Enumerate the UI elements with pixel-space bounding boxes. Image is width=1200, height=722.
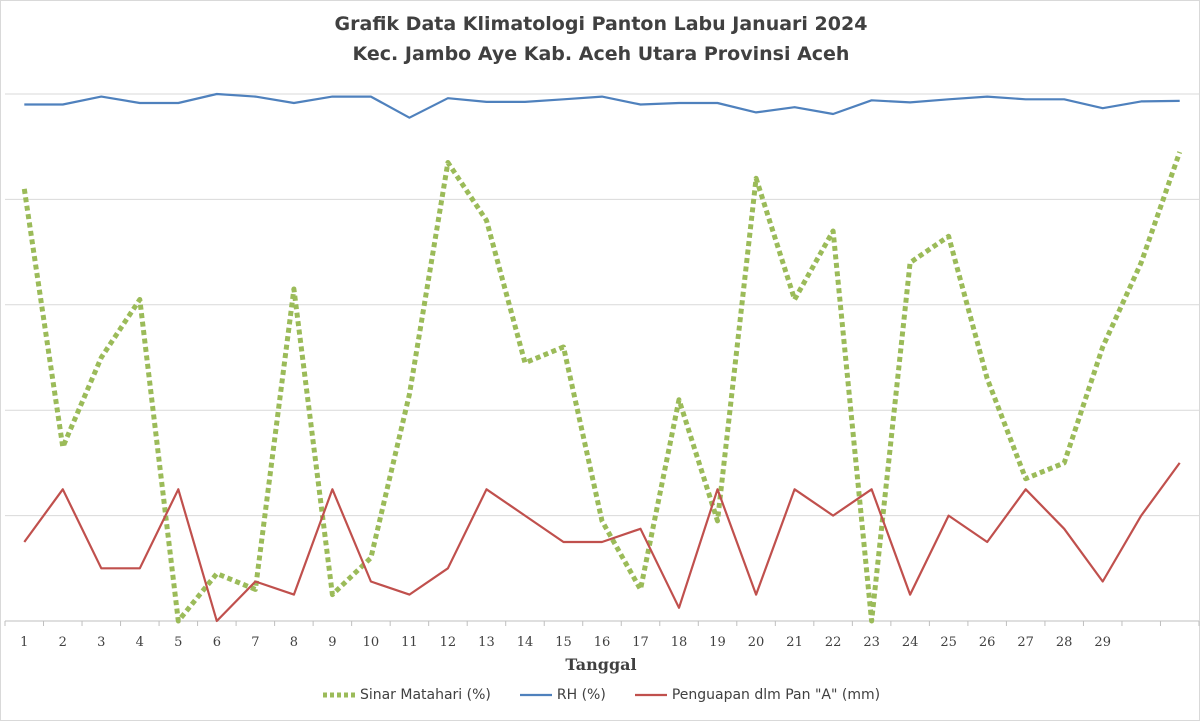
legend-swatch-rh <box>519 690 553 700</box>
x-tick-label: 24 <box>902 635 919 650</box>
x-tick-label: 19 <box>709 635 726 650</box>
x-tick-label: 21 <box>786 635 803 650</box>
x-tick-label: 25 <box>940 635 957 650</box>
x-tick-label: 2 <box>59 635 67 650</box>
legend-item-sinar-matahari: Sinar Matahari (%) <box>322 687 491 703</box>
x-tick-label: 8 <box>290 635 298 650</box>
x-axis-label: Tanggal <box>1 655 1200 674</box>
legend-label-sinar-matahari: Sinar Matahari (%) <box>360 687 491 703</box>
x-tick-label: 26 <box>979 635 996 650</box>
x-tick-label: 29 <box>1094 635 1111 650</box>
series-line-0 <box>24 152 1179 621</box>
x-tick-label: 28 <box>1056 635 1073 650</box>
x-tick-label: 3 <box>97 635 105 650</box>
x-tick-label: 18 <box>671 635 688 650</box>
legend-item-penguapan: Penguapan dlm Pan "A" (mm) <box>634 687 880 703</box>
x-tick-label: 11 <box>401 635 418 650</box>
legend: Sinar Matahari (%) RH (%) Penguapan dlm … <box>1 687 1200 703</box>
legend-swatch-sinar-matahari <box>322 690 356 700</box>
x-tick-label: 22 <box>825 635 842 650</box>
x-tick-label: 4 <box>136 635 144 650</box>
x-tick-label: 17 <box>632 635 649 650</box>
legend-swatch-penguapan <box>634 690 668 700</box>
legend-label-rh: RH (%) <box>557 687 606 703</box>
x-tick-label: 1 <box>20 635 28 650</box>
x-tick-label: 20 <box>748 635 765 650</box>
legend-item-rh: RH (%) <box>519 687 606 703</box>
x-tick-label: 23 <box>863 635 880 650</box>
series-line-1 <box>24 94 1179 118</box>
x-tick-label: 16 <box>594 635 611 650</box>
x-tick-label: 10 <box>363 635 380 650</box>
x-tick-label: 13 <box>478 635 495 650</box>
legend-label-penguapan: Penguapan dlm Pan "A" (mm) <box>672 687 880 703</box>
x-tick-label: 27 <box>1017 635 1034 650</box>
x-tick-label: 7 <box>251 635 259 650</box>
x-tick-label: 9 <box>328 635 336 650</box>
x-tick-label: 15 <box>555 635 572 650</box>
x-tick-label: 14 <box>517 635 534 650</box>
x-tick-label: 12 <box>440 635 457 650</box>
x-tick-label: 5 <box>174 635 182 650</box>
x-tick-label: 6 <box>213 635 221 650</box>
